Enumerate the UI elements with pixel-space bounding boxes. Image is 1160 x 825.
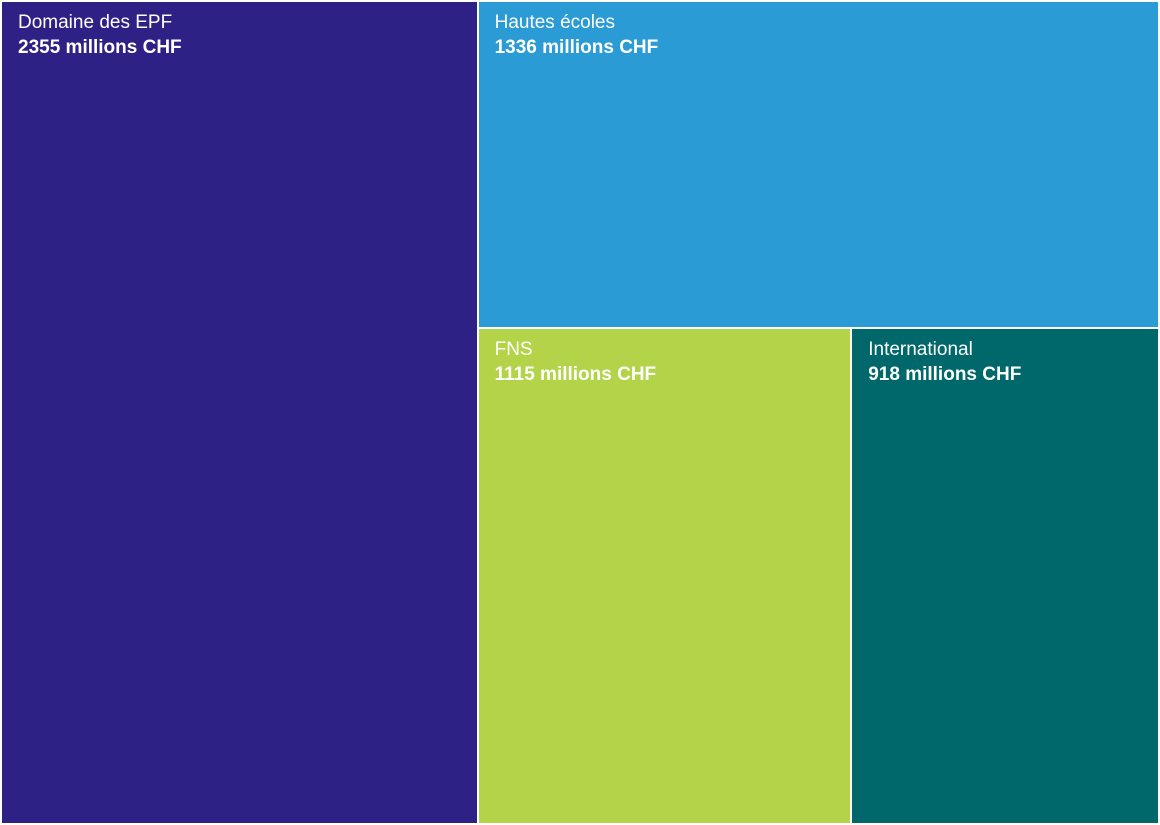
tile-value: 918 millions CHF	[868, 363, 1022, 385]
tile-value: 2355 millions CHF	[18, 37, 182, 58]
tile-hautes-ecoles: Hautes écoles 1336 millions CHF	[478, 2, 1158, 327]
tile-fns: FNS 1115 millions CHF	[478, 328, 851, 823]
tile-value: 1336 millions CHF	[494, 37, 659, 58]
tile-international: International 918 millions CHF	[852, 328, 1158, 823]
tile-name: Domaine des EPF	[18, 12, 173, 33]
tile-domaine-des-epf: Domaine des EPF 2355 millions CHF	[2, 2, 477, 823]
tile-name: International	[868, 338, 973, 360]
tile-name: FNS	[494, 338, 533, 360]
tile-name: Hautes écoles	[494, 12, 615, 33]
tile-value: 1115 millions CHF	[494, 363, 657, 385]
